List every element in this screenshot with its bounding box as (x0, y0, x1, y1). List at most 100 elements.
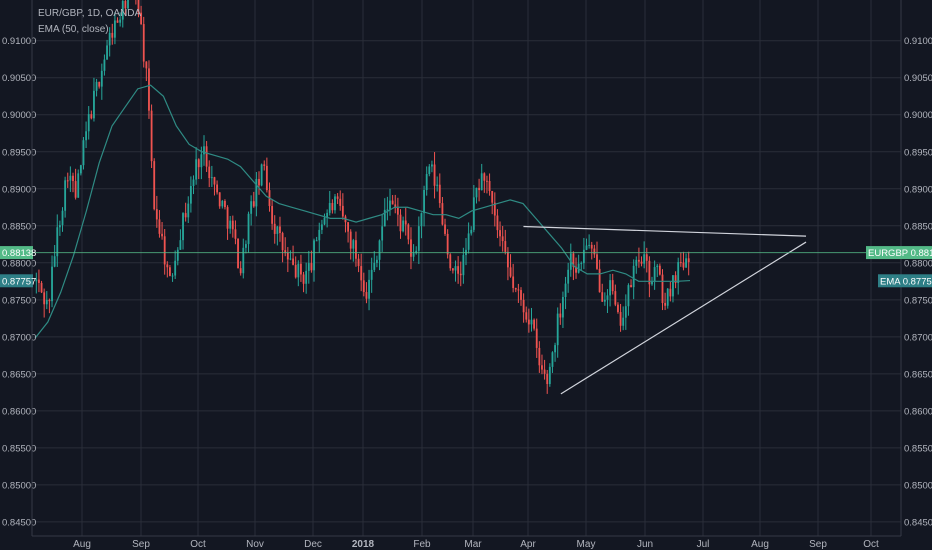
candle-body (399, 214, 402, 232)
trendline[interactable] (560, 241, 807, 395)
candle-body (116, 20, 119, 23)
candle-body (611, 280, 614, 292)
chart-legend: EUR/GBP, 1D, OANDA EMA (50, close) (38, 6, 141, 38)
candle-body (619, 312, 622, 326)
last-price-tag-right-bg (866, 246, 932, 260)
candle-body (669, 288, 672, 297)
candle-body (375, 259, 378, 263)
candle-body (674, 275, 677, 283)
candle-body (582, 249, 585, 264)
candle-body (121, 0, 124, 20)
y-tick-label-left: 0.90000 (2, 110, 36, 121)
candle-body (352, 240, 355, 249)
candle-body (328, 203, 331, 213)
x-tick-label: Feb (413, 539, 431, 550)
candle-body (85, 131, 88, 141)
candle-body (381, 226, 384, 241)
candle-body (664, 303, 667, 306)
candle-body (475, 187, 478, 198)
y-tick-label-left: 0.88000 (2, 258, 36, 269)
candle-body (221, 200, 224, 207)
candle-body (195, 159, 198, 180)
candle-body (590, 244, 593, 249)
candle-body (501, 236, 504, 242)
candle-body (562, 297, 564, 318)
ema-tag-left: 0.87757 (2, 276, 36, 287)
candle-body (643, 254, 646, 264)
candle-body (617, 304, 619, 313)
candle-body (567, 269, 570, 284)
candle-body (624, 306, 627, 318)
candle-body (451, 268, 454, 271)
candle-body (276, 226, 279, 234)
candle-body (522, 299, 525, 313)
y-tick-label-left: 0.84500 (2, 517, 36, 528)
ema-line-group (34, 84, 691, 339)
x-tick-label: Aug (751, 539, 769, 550)
candle-body (480, 173, 483, 191)
candle-body (488, 181, 491, 192)
candle-body (687, 258, 690, 263)
candle-body (242, 247, 245, 274)
candle-body (504, 241, 507, 252)
candle-body (347, 222, 350, 232)
candle-body (174, 260, 177, 276)
candle-body (93, 90, 95, 119)
y-tick-label-left: 0.85500 (2, 443, 36, 454)
candle-body (74, 181, 77, 198)
y-tick-label-left: 0.85000 (2, 480, 36, 491)
candle-body (95, 81, 98, 91)
candle-body (520, 290, 522, 300)
candle-body (438, 184, 441, 204)
candle-body (622, 317, 625, 326)
candle-body (179, 240, 182, 250)
candle-body (472, 197, 475, 230)
candle-body (318, 229, 321, 241)
candle-body (506, 251, 509, 268)
y-tick-label-right: 0.85000 (904, 480, 932, 491)
candle-body (630, 285, 632, 288)
candle-body (307, 263, 310, 271)
candle-body (588, 244, 591, 246)
candle-body (577, 263, 580, 273)
candle-body (362, 280, 365, 293)
candle-body (357, 258, 360, 267)
candle-body (292, 258, 294, 265)
candle-body (111, 32, 114, 38)
candle-body (108, 32, 111, 46)
candle-body (407, 224, 410, 240)
candle-body (365, 292, 368, 299)
candle-body (556, 313, 559, 346)
x-tick-label: Oct (863, 539, 879, 550)
candle-body (598, 268, 601, 293)
chart-title: EUR/GBP, 1D, OANDA (38, 8, 142, 19)
candle-body (161, 233, 163, 237)
candle-body (470, 229, 473, 234)
candle-body (300, 263, 302, 275)
ema-tag-left-bg (0, 274, 33, 288)
trendline[interactable] (523, 225, 807, 237)
candle-body (244, 244, 247, 248)
candle-body (216, 184, 219, 193)
last-price-tag-right: EURGBP 0.88138 (868, 248, 932, 259)
candle-body (535, 328, 538, 348)
y-tick-label-right: 0.90000 (904, 110, 932, 121)
candle-body (373, 262, 376, 270)
candle-body (320, 224, 323, 230)
candle-body (355, 240, 357, 259)
candle-body (609, 280, 612, 296)
candle-body (148, 68, 150, 111)
ema-tag-right-bg (878, 274, 932, 288)
candle-body (226, 207, 229, 229)
candle-body (666, 288, 669, 306)
candle-body (454, 266, 457, 271)
y-tick-label-right: 0.87000 (904, 332, 932, 343)
candle-body (315, 240, 318, 242)
candle-body (35, 279, 38, 282)
candle-body (210, 177, 213, 179)
candle-body (79, 165, 82, 174)
candle-body (339, 198, 342, 206)
candle-body (231, 220, 234, 230)
